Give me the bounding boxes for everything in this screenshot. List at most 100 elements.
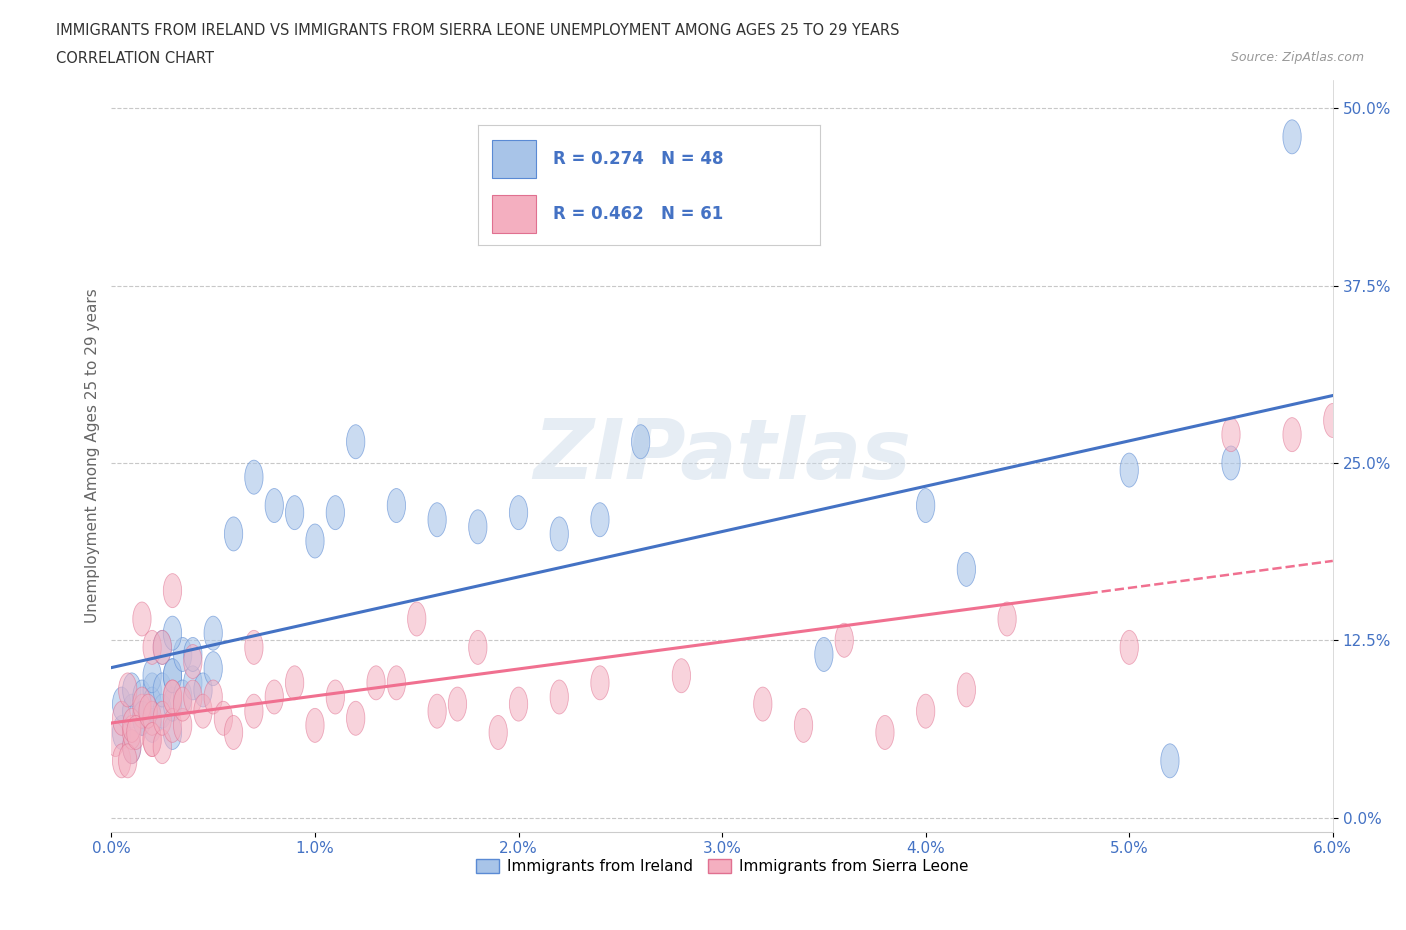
Ellipse shape xyxy=(307,709,325,742)
Ellipse shape xyxy=(326,680,344,714)
Ellipse shape xyxy=(204,617,222,650)
Text: CORRELATION CHART: CORRELATION CHART xyxy=(56,51,214,66)
Ellipse shape xyxy=(139,694,157,728)
Ellipse shape xyxy=(163,680,181,714)
Ellipse shape xyxy=(184,680,202,714)
Ellipse shape xyxy=(957,673,976,707)
Ellipse shape xyxy=(107,723,125,757)
Ellipse shape xyxy=(1161,744,1180,777)
Ellipse shape xyxy=(184,644,202,679)
Ellipse shape xyxy=(814,637,832,671)
Ellipse shape xyxy=(1323,404,1341,437)
Text: IMMIGRANTS FROM IRELAND VS IMMIGRANTS FROM SIERRA LEONE UNEMPLOYMENT AMONG AGES : IMMIGRANTS FROM IRELAND VS IMMIGRANTS FR… xyxy=(56,23,900,38)
Ellipse shape xyxy=(1282,120,1301,153)
Ellipse shape xyxy=(153,673,172,707)
Ellipse shape xyxy=(173,637,191,671)
Ellipse shape xyxy=(387,488,405,523)
Ellipse shape xyxy=(266,488,284,523)
Ellipse shape xyxy=(122,730,141,764)
Text: ZIPatlas: ZIPatlas xyxy=(533,416,911,497)
Ellipse shape xyxy=(285,666,304,700)
Ellipse shape xyxy=(1222,446,1240,480)
Ellipse shape xyxy=(143,658,162,693)
Ellipse shape xyxy=(122,715,141,750)
Ellipse shape xyxy=(132,701,150,736)
Ellipse shape xyxy=(143,673,162,707)
Ellipse shape xyxy=(163,574,181,607)
Ellipse shape xyxy=(204,680,222,714)
Ellipse shape xyxy=(163,658,181,693)
Ellipse shape xyxy=(163,687,181,721)
Ellipse shape xyxy=(122,673,141,707)
Ellipse shape xyxy=(204,652,222,685)
Ellipse shape xyxy=(118,744,136,777)
Ellipse shape xyxy=(143,709,162,742)
Ellipse shape xyxy=(143,701,162,736)
Ellipse shape xyxy=(163,680,181,714)
Ellipse shape xyxy=(118,673,136,707)
Ellipse shape xyxy=(127,715,145,750)
Ellipse shape xyxy=(153,631,172,664)
Ellipse shape xyxy=(285,496,304,530)
Ellipse shape xyxy=(550,517,568,551)
Ellipse shape xyxy=(1121,631,1139,664)
Ellipse shape xyxy=(367,666,385,700)
Ellipse shape xyxy=(631,425,650,458)
Ellipse shape xyxy=(245,631,263,664)
Ellipse shape xyxy=(173,709,191,742)
Ellipse shape xyxy=(143,723,162,757)
Ellipse shape xyxy=(112,687,131,721)
Ellipse shape xyxy=(132,680,150,714)
Ellipse shape xyxy=(998,602,1017,636)
Ellipse shape xyxy=(468,631,486,664)
Ellipse shape xyxy=(153,701,172,736)
Ellipse shape xyxy=(591,666,609,700)
Ellipse shape xyxy=(132,687,150,721)
Ellipse shape xyxy=(509,687,527,721)
Ellipse shape xyxy=(112,701,131,736)
Ellipse shape xyxy=(194,673,212,707)
Ellipse shape xyxy=(672,658,690,693)
Ellipse shape xyxy=(173,687,191,721)
Ellipse shape xyxy=(835,623,853,658)
Ellipse shape xyxy=(245,694,263,728)
Ellipse shape xyxy=(346,425,364,458)
Ellipse shape xyxy=(917,488,935,523)
Ellipse shape xyxy=(307,524,325,558)
Text: Source: ZipAtlas.com: Source: ZipAtlas.com xyxy=(1230,51,1364,64)
Ellipse shape xyxy=(794,709,813,742)
Ellipse shape xyxy=(122,730,141,764)
Ellipse shape xyxy=(489,715,508,750)
Ellipse shape xyxy=(1222,418,1240,452)
Ellipse shape xyxy=(387,666,405,700)
Ellipse shape xyxy=(122,709,141,742)
Ellipse shape xyxy=(153,631,172,664)
Ellipse shape xyxy=(225,715,243,750)
Ellipse shape xyxy=(112,715,131,750)
Ellipse shape xyxy=(917,694,935,728)
Ellipse shape xyxy=(1282,418,1301,452)
Ellipse shape xyxy=(427,503,446,537)
Ellipse shape xyxy=(163,617,181,650)
Ellipse shape xyxy=(225,517,243,551)
Ellipse shape xyxy=(346,701,364,736)
Ellipse shape xyxy=(132,602,150,636)
Ellipse shape xyxy=(132,694,150,728)
Ellipse shape xyxy=(163,715,181,750)
Ellipse shape xyxy=(132,701,150,736)
Ellipse shape xyxy=(468,510,486,544)
Y-axis label: Unemployment Among Ages 25 to 29 years: Unemployment Among Ages 25 to 29 years xyxy=(86,288,100,623)
Ellipse shape xyxy=(427,694,446,728)
Ellipse shape xyxy=(143,723,162,757)
Ellipse shape xyxy=(163,658,181,693)
Ellipse shape xyxy=(184,637,202,671)
Ellipse shape xyxy=(153,730,172,764)
Ellipse shape xyxy=(214,701,232,736)
Ellipse shape xyxy=(449,687,467,721)
Ellipse shape xyxy=(163,709,181,742)
Ellipse shape xyxy=(591,503,609,537)
Ellipse shape xyxy=(122,694,141,728)
Ellipse shape xyxy=(326,496,344,530)
Ellipse shape xyxy=(550,680,568,714)
Ellipse shape xyxy=(408,602,426,636)
